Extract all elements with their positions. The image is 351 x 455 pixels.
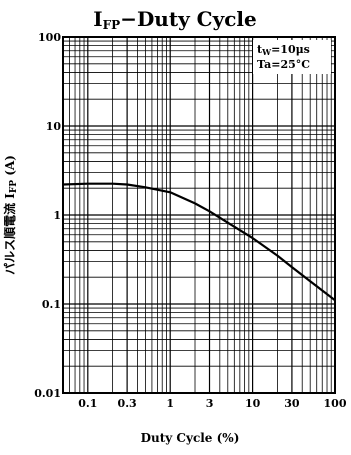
- y-axis-label: パルス順電流 IFP (A): [2, 155, 19, 275]
- grid: [63, 37, 335, 393]
- y-tick-label: 10: [46, 120, 62, 133]
- y-tick-label: 100: [38, 31, 61, 44]
- x-tick-label: 100: [324, 397, 347, 410]
- x-tick-label: 0.3: [118, 397, 137, 410]
- series-line: [62, 182, 336, 302]
- x-tick-label: 3: [206, 397, 214, 410]
- x-tick-label: 0.1: [78, 397, 97, 410]
- x-tick-label: 1: [166, 397, 174, 410]
- x-tick-label: 10: [245, 397, 261, 410]
- y-tick-label: 0.01: [34, 387, 61, 400]
- chart-title: IFP−Duty Cycle: [93, 7, 256, 32]
- annotation-pulse-width: tW=10μs: [257, 43, 310, 57]
- y-tick-label: 0.1: [42, 298, 61, 311]
- y-tick-labels: 0.01 0.1 1 10 100: [34, 31, 61, 400]
- series-layer: [62, 182, 336, 302]
- conditions-annotation: tW=10μs Ta=25°C: [253, 40, 331, 74]
- x-tick-labels: 0.1 0.3 1 3 10 30 100: [78, 397, 347, 410]
- y-tick-label: 1: [53, 209, 61, 222]
- x-axis-label: Duty Cycle (%): [141, 431, 240, 445]
- plot-frame: [62, 36, 336, 394]
- x-tick-label: 30: [284, 397, 300, 410]
- annotation-temperature: Ta=25°C: [257, 58, 310, 71]
